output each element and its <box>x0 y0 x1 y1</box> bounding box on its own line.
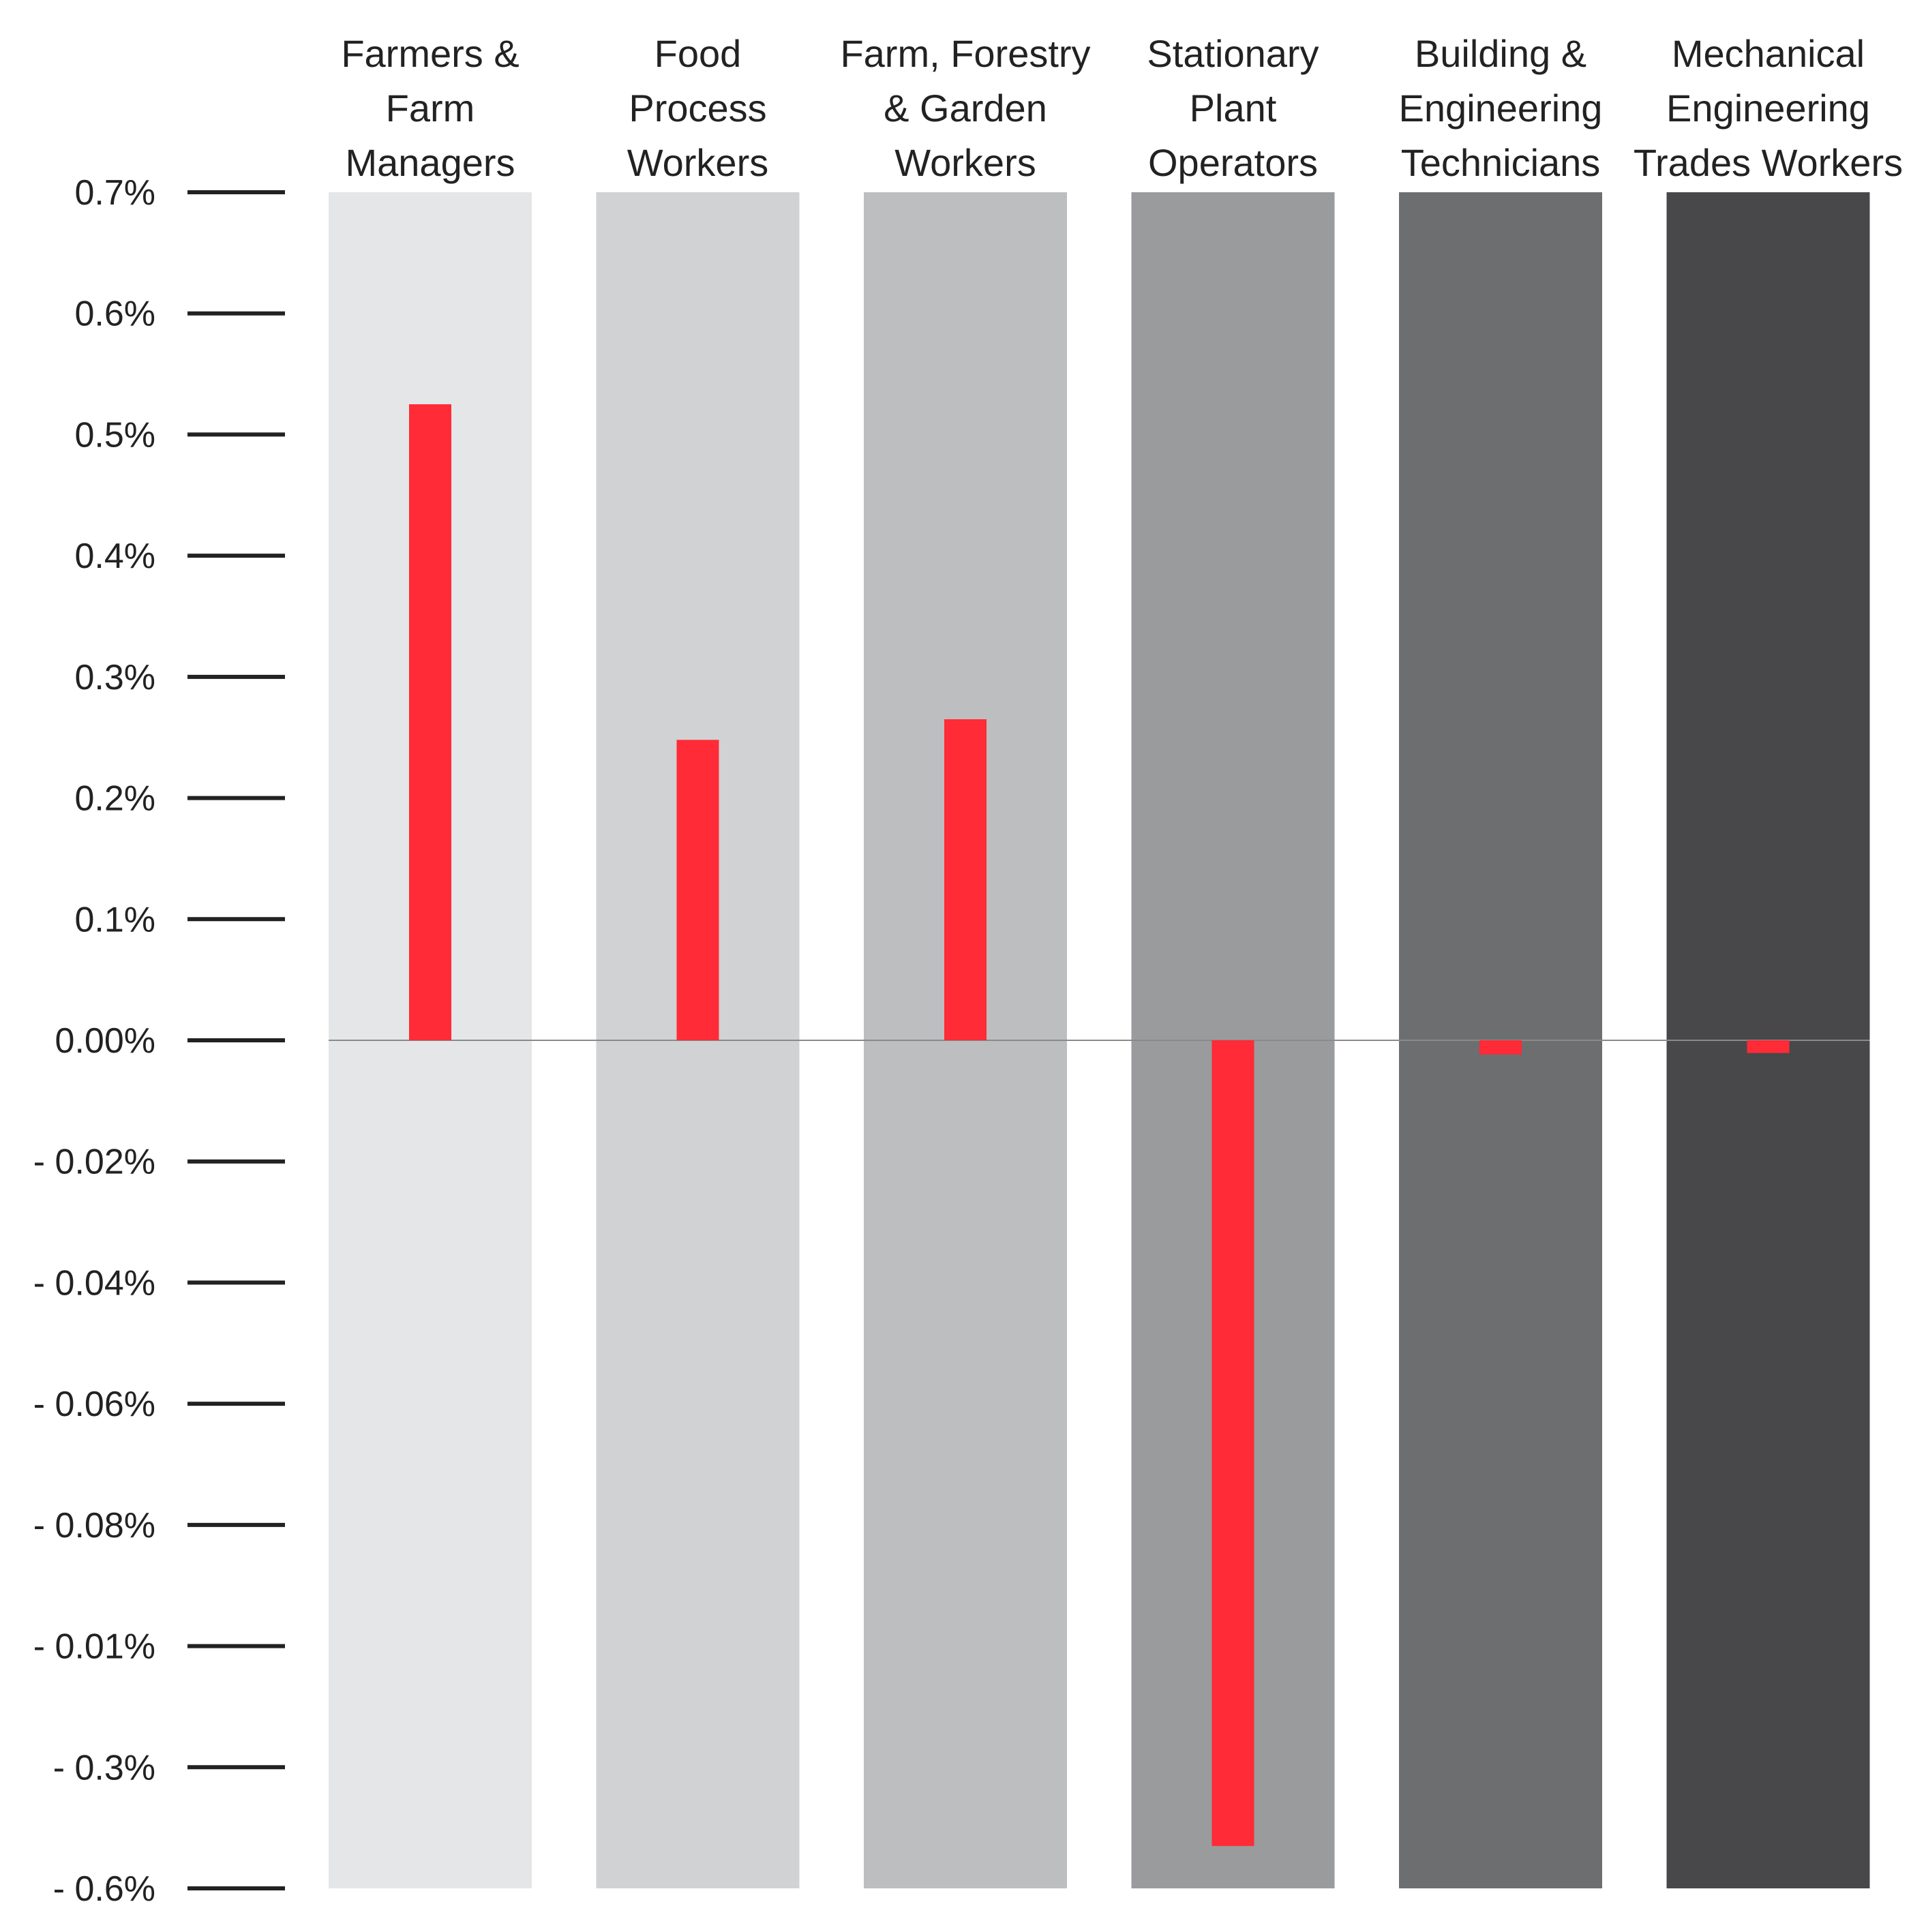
value-bar <box>1479 1040 1522 1055</box>
y-tick-label: 0.3% <box>74 658 155 697</box>
value-bars <box>409 404 1790 1846</box>
category-label: Workers <box>894 141 1036 184</box>
category-label: Engineering <box>1666 87 1870 130</box>
y-tick-label: - 0.01% <box>33 1627 155 1667</box>
category-label: Plant <box>1190 87 1277 130</box>
category-label: Building & <box>1415 32 1586 75</box>
y-tick-label: 0.5% <box>74 415 155 455</box>
y-tick-label: - 0.6% <box>53 1869 155 1909</box>
category-label: Workers <box>627 141 768 184</box>
category-label: Engineering <box>1399 87 1603 130</box>
value-bar <box>409 404 451 1040</box>
y-tick-label: - 0.08% <box>33 1506 155 1545</box>
category-labels: Farmers & Farm Managers Food Process Workers F… <box>341 32 1903 184</box>
category-label: Operators <box>1148 141 1318 184</box>
category-label: & Garden <box>884 87 1047 130</box>
category-label: Process <box>629 87 766 130</box>
category-label: Food <box>654 32 742 75</box>
value-bar <box>944 719 987 1040</box>
y-tick-label: 0.2% <box>74 779 155 819</box>
category-label: Managers <box>345 141 515 184</box>
value-bar <box>676 740 719 1040</box>
y-tick-label: 0.6% <box>74 295 155 334</box>
y-tick-label: 0.4% <box>74 537 155 576</box>
y-tick-label: - 0.04% <box>33 1263 155 1303</box>
y-tick-label: - 0.02% <box>33 1143 155 1182</box>
y-tick-label: 0.7% <box>74 173 155 213</box>
category-label: Stationary <box>1147 32 1319 75</box>
category-label: Farmers & <box>341 32 519 75</box>
category-label: Farm, Forestry <box>840 32 1090 75</box>
value-bar <box>1212 1040 1254 1846</box>
y-tick-label: - 0.06% <box>33 1385 155 1424</box>
y-tick-label: 0.1% <box>74 900 155 939</box>
value-bar <box>1747 1040 1790 1053</box>
category-label: Mechanical <box>1672 32 1865 75</box>
category-label: Trades Workers <box>1634 141 1903 184</box>
y-tick-label: 0.00% <box>55 1021 155 1061</box>
y-tick-label: - 0.3% <box>53 1748 155 1787</box>
category-label: Farm <box>386 87 475 130</box>
category-label: Technicians <box>1401 141 1601 184</box>
y-axis: 0.7% 0.6% 0.5% 0.4% 0.3% 0.2% 0.1% 0.00% - 0.02%… <box>33 173 285 1909</box>
